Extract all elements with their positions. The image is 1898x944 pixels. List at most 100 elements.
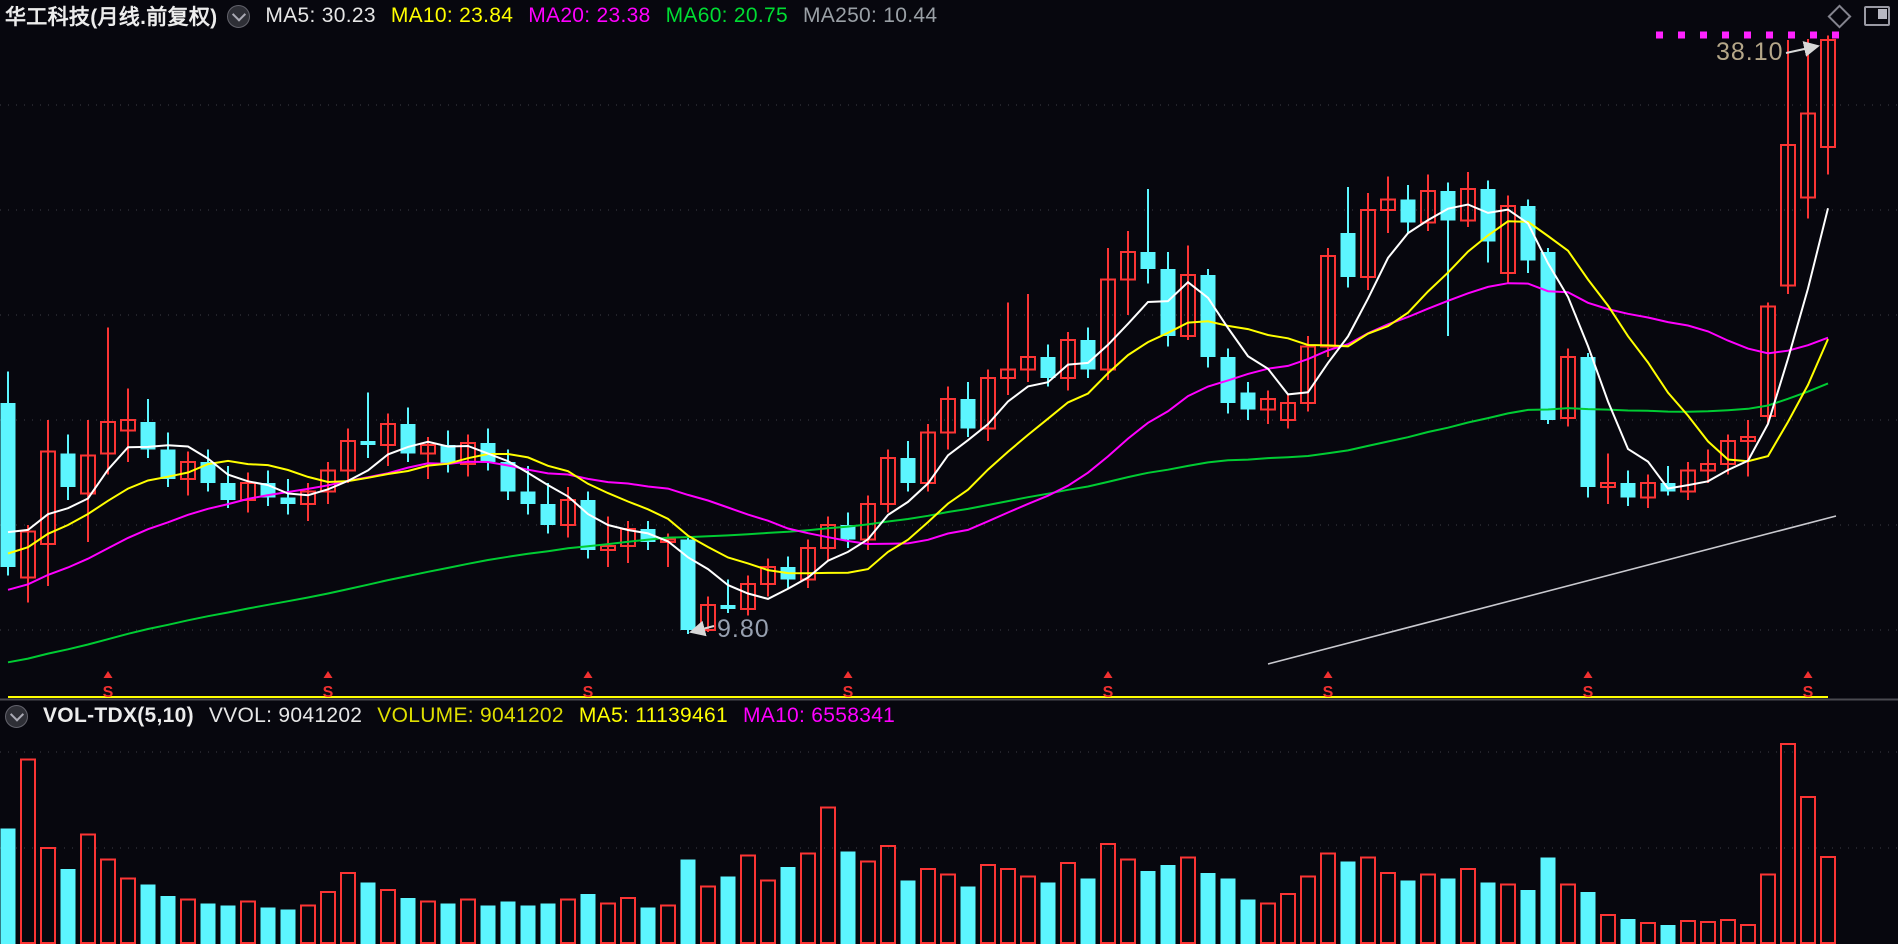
volume-bar-up: [1180, 856, 1196, 944]
volume-bar-up: [1260, 902, 1276, 944]
volume-bar-up: [1360, 856, 1376, 944]
vvol-indicator: VVOL: 9041202: [208, 704, 363, 727]
ma60-line: [7, 382, 1829, 664]
candle-body-up: [1800, 112, 1816, 199]
dividend-triangle-icon[interactable]: [843, 671, 853, 678]
dividend-marker[interactable]: S: [1803, 684, 1814, 701]
volume-bar-up: [380, 889, 396, 944]
vol-ma5-indicator: MA5: 11139461: [578, 704, 728, 727]
volume-bar-down: [160, 895, 176, 944]
candle-body-down: [1240, 392, 1256, 410]
candle-body-down: [140, 422, 156, 450]
volume-bar-down: [780, 867, 796, 944]
dividend-marker[interactable]: S: [583, 684, 594, 701]
volume-bar-up: [660, 904, 676, 944]
dividend-triangle-icon[interactable]: [1323, 671, 1333, 678]
candle-body-up: [100, 421, 116, 455]
candle-body-down: [1200, 275, 1216, 357]
candle-body-up: [1360, 209, 1376, 279]
low-arrow-icon: [689, 620, 715, 637]
candle-body-down: [160, 449, 176, 479]
candle-body-up: [1280, 402, 1296, 422]
volume-bar-up: [320, 891, 336, 944]
diamond-icon[interactable]: [1827, 3, 1852, 29]
volume-bar-up: [1100, 843, 1116, 944]
dividend-triangle-icon[interactable]: [583, 671, 593, 678]
volume-bar-up: [700, 885, 716, 944]
candle-body-up: [1700, 463, 1716, 472]
volume-bar-down: [720, 876, 736, 944]
candle-body-down: [1040, 357, 1056, 378]
candle-body-up: [1760, 305, 1776, 417]
ma5-line: [7, 203, 1829, 600]
main-chart-header: 华工科技(月线.前复权) MA5: 30.23 MA10: 23.84 MA20…: [5, 3, 937, 29]
volume-bar-up: [1500, 883, 1516, 944]
candle-body-up: [1060, 339, 1076, 380]
volume-bar-down: [200, 903, 216, 944]
candle-body-down: [900, 457, 916, 483]
volume-bar-up: [1060, 862, 1076, 944]
volume-bar-down: [680, 859, 696, 944]
dividend-marker[interactable]: S: [1103, 684, 1114, 701]
ma20-indicator: MA20: 23.38: [528, 4, 651, 27]
volume-bar-up: [1700, 920, 1716, 944]
dividend-marker[interactable]: S: [843, 684, 854, 701]
volume-bar-up: [40, 846, 56, 944]
ma10-indicator: MA10: 23.84: [390, 4, 514, 27]
volume-bar-up: [1420, 873, 1436, 944]
dividend-triangle-icon[interactable]: [1103, 671, 1113, 678]
volume-bar-up: [180, 898, 196, 944]
volume-bar-up: [1460, 868, 1476, 944]
volume-bar-down: [260, 907, 276, 944]
dividend-triangle-icon[interactable]: [323, 671, 333, 678]
volume-bar-down: [1580, 892, 1596, 944]
dividend-marker[interactable]: S: [323, 684, 334, 701]
volume-bar-up: [800, 852, 816, 944]
volume-bar-down: [1620, 919, 1636, 944]
volume-bar-down: [220, 905, 236, 944]
dividend-triangle-icon[interactable]: [103, 671, 113, 678]
volume-bar-down: [1440, 878, 1456, 944]
volume-bar-down: [1480, 882, 1496, 944]
volume-bar-up: [340, 871, 356, 944]
volume-bar-down: [1160, 865, 1176, 944]
high-arrow-icon: [1785, 41, 1820, 57]
candle-body-down: [1520, 205, 1536, 261]
candle-body-up: [80, 454, 96, 495]
candle-body-up: [800, 547, 816, 581]
candle-body-up: [1460, 188, 1476, 222]
candle-body-down: [540, 504, 556, 525]
dividend-triangle-icon[interactable]: [1583, 671, 1593, 678]
volume-bar-up: [920, 868, 936, 944]
candle-body-up: [1560, 356, 1576, 419]
candle-body-down: [960, 399, 976, 429]
collapse-chevron-icon[interactable]: [227, 4, 251, 28]
volume-bar-up: [560, 898, 576, 944]
candle-body-up: [1740, 435, 1756, 442]
volume-bar-up: [1380, 871, 1396, 944]
dividend-marker[interactable]: S: [103, 684, 114, 701]
candle-body-up: [1300, 345, 1316, 405]
candle-body-up: [1180, 274, 1196, 338]
volume-bar-up: [20, 758, 36, 944]
split-panel-icon[interactable]: [1864, 6, 1890, 26]
candle-body-up: [340, 440, 356, 472]
volume-bar-down: [1220, 878, 1236, 944]
volume-bar-down: [640, 907, 656, 944]
candle-body-down: [840, 525, 856, 540]
collapse-chevron-icon[interactable]: [5, 704, 28, 728]
volume-bar-up: [880, 844, 896, 944]
dividend-marker[interactable]: S: [1323, 684, 1334, 701]
ma20-line: [7, 282, 1829, 591]
volume-bar-up: [300, 904, 316, 944]
volume-bar-down: [1200, 872, 1216, 944]
volume-bar-up: [760, 879, 776, 944]
volume-bar-up: [1320, 852, 1336, 944]
dividend-marker[interactable]: S: [1583, 684, 1594, 701]
candle-body-up: [1600, 482, 1616, 489]
dividend-triangle-icon[interactable]: [1803, 671, 1813, 678]
volume-bar-up: [100, 858, 116, 944]
volume-bar-up: [460, 898, 476, 944]
candle-body-up: [120, 419, 136, 432]
